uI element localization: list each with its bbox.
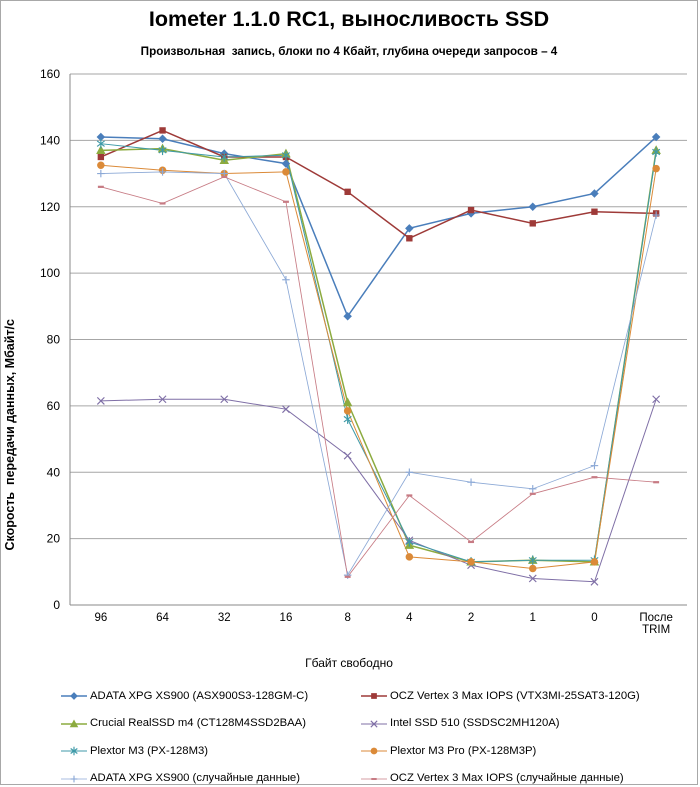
svg-text:После: После xyxy=(639,612,673,624)
svg-text:140: 140 xyxy=(40,133,60,147)
svg-text:20: 20 xyxy=(47,532,61,546)
svg-text:8: 8 xyxy=(344,612,350,624)
svg-text:100: 100 xyxy=(40,266,60,280)
svg-text:0: 0 xyxy=(591,612,597,624)
svg-text:1: 1 xyxy=(530,612,536,624)
svg-text:2: 2 xyxy=(468,612,474,624)
svg-text:160: 160 xyxy=(40,67,60,81)
svg-text:60: 60 xyxy=(47,399,61,413)
svg-text:64: 64 xyxy=(156,612,169,624)
svg-text:120: 120 xyxy=(40,200,60,214)
svg-text:32: 32 xyxy=(218,612,231,624)
svg-text:16: 16 xyxy=(280,612,293,624)
svg-text:80: 80 xyxy=(47,333,61,347)
svg-text:4: 4 xyxy=(406,612,413,624)
svg-text:TRIM: TRIM xyxy=(642,624,670,636)
svg-text:0: 0 xyxy=(53,598,60,612)
svg-text:40: 40 xyxy=(47,465,61,479)
svg-text:96: 96 xyxy=(94,612,107,624)
